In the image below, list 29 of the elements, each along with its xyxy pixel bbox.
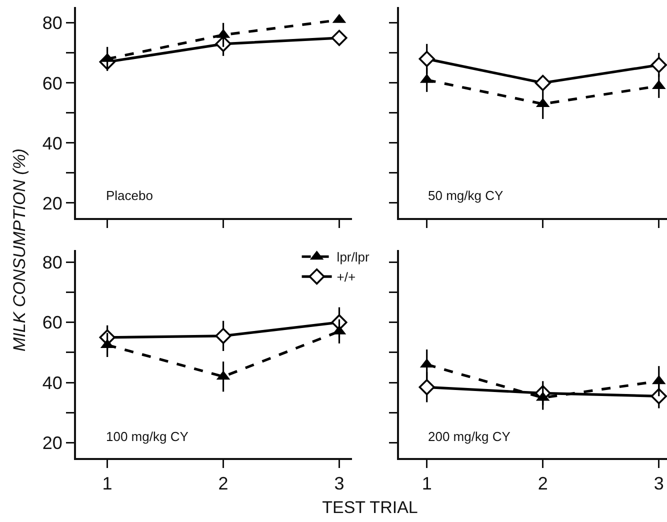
x-tick-label: 2 (218, 474, 228, 494)
y-tick-label: 40 (42, 372, 62, 393)
y-tick-label: 20 (42, 193, 62, 214)
point (650, 388, 667, 404)
point (418, 379, 435, 396)
point (650, 56, 667, 73)
x-axis-title: TEST TRIAL (321, 498, 419, 518)
y-tick-label: 80 (42, 252, 62, 272)
legend-label: lpr/lpr (336, 250, 370, 265)
x-tick-label: 1 (102, 474, 112, 494)
point (418, 50, 435, 67)
x-tick-label: 1 (422, 474, 432, 494)
x-tick-label: 2 (538, 474, 548, 494)
point (215, 328, 232, 344)
y-tick-label: 20 (42, 433, 62, 454)
annotation: Placebo (106, 188, 153, 203)
annotation: 100 mg/kg CY (106, 429, 189, 444)
y-tick-label: 80 (42, 13, 62, 34)
x-tick-label: 3 (654, 474, 664, 494)
annotation: 200 mg/kg CY (428, 429, 511, 444)
y-axis-title: MILK CONSUMPTION (%) (10, 147, 30, 354)
legend-label: +/+ (336, 270, 356, 285)
x-tick-label: 3 (334, 474, 344, 494)
y-tick-label: 60 (42, 312, 62, 333)
y-tick-label: 40 (42, 133, 62, 154)
annotation: 50 mg/kg CY (428, 188, 504, 203)
point (534, 74, 551, 91)
y-tick-label: 60 (42, 73, 62, 94)
point (331, 30, 348, 46)
